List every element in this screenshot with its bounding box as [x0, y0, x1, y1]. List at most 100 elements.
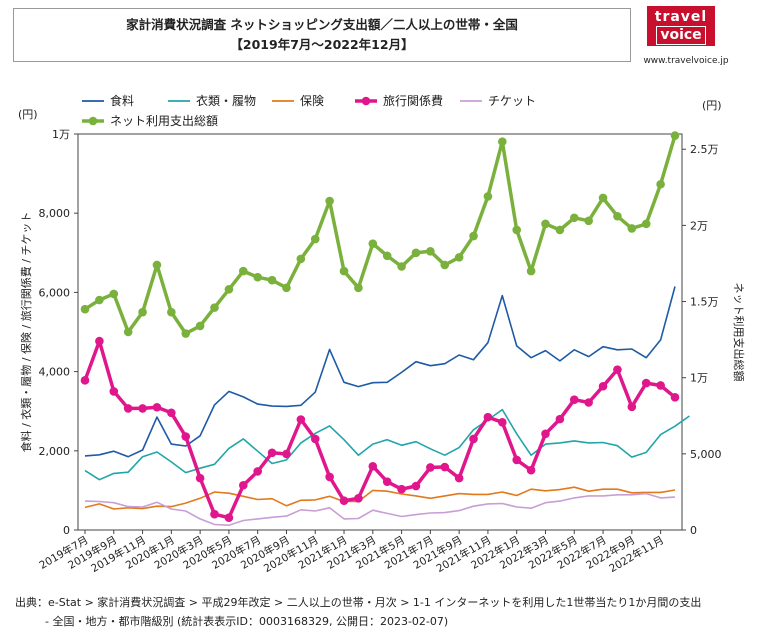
travelvoice-logo[interactable]: travel voice [647, 6, 715, 46]
data-point [498, 137, 507, 146]
data-point [138, 307, 147, 317]
data-point [296, 415, 306, 424]
series-line-6 [84, 135, 677, 336]
left-tick-label: 0 [63, 524, 70, 537]
data-point [267, 275, 277, 285]
data-point [325, 196, 334, 206]
data-point [296, 254, 306, 264]
data-point [426, 463, 435, 472]
data-point [382, 477, 392, 486]
data-point [224, 285, 234, 294]
left-tick-label: 1万 [52, 128, 70, 141]
legend-label: 旅行関係費 [383, 93, 443, 108]
data-point [555, 414, 565, 424]
left-tick-label: 4,000 [39, 366, 71, 379]
data-point [598, 381, 608, 391]
left-tick-label: 2,000 [39, 445, 71, 458]
data-point [181, 432, 191, 441]
source-line2: - 全国・地方・都市階級別 (統計表表示ID：0003168329, 公開日：2… [45, 615, 449, 628]
data-point [195, 473, 205, 483]
data-point [512, 225, 522, 235]
data-point [152, 402, 162, 412]
data-point [541, 429, 550, 439]
data-point [368, 461, 378, 471]
data-point [123, 404, 133, 413]
data-point [440, 462, 450, 472]
line-chart: 0 2,000 4,000 6,000 8,000 1万 0 5,000 1万 1.5万 2万 2.5… [18, 93, 746, 575]
data-point [238, 480, 248, 490]
legend-label: 衣類・履物 [196, 93, 256, 108]
data-point [253, 272, 262, 282]
data-point [469, 231, 478, 241]
data-point [656, 381, 665, 390]
data-point [109, 289, 119, 299]
chart-subtitle: 【2019年7月〜2022年12月】 [230, 37, 414, 52]
legend-marker [88, 116, 98, 126]
data-point [483, 192, 493, 201]
data-point [397, 262, 406, 271]
data-point [138, 404, 147, 413]
data-point [613, 211, 622, 221]
legend-label: 保険 [300, 94, 324, 108]
data-point [569, 213, 579, 223]
right-tick-label: 2万 [690, 219, 708, 232]
series-line-2 [84, 408, 690, 481]
legend-marker [361, 96, 371, 106]
right-tick-label: 0 [690, 524, 697, 537]
data-point [670, 131, 680, 140]
data-point [569, 395, 579, 405]
logo-line2: voice [656, 26, 706, 45]
data-point [238, 266, 248, 276]
data-point [670, 393, 680, 402]
left-tick-label: 8,000 [39, 207, 71, 220]
data-point [526, 266, 536, 276]
data-point [598, 193, 608, 203]
data-point [210, 303, 219, 312]
data-point [123, 327, 133, 337]
data-point [656, 179, 665, 189]
source-note: 出典：e-Stat > 家計消費状況調査 > 平成29年改定 > 二人以上の世帯… [15, 593, 755, 631]
data-point [109, 387, 119, 396]
logo-url: www.travelvoice.jp [643, 56, 729, 66]
data-point [426, 246, 435, 256]
data-point [167, 408, 176, 418]
data-point [95, 295, 104, 305]
legend-label: チケット [488, 94, 536, 108]
data-point [627, 224, 637, 233]
chart-title-box: 家計消費状況調査 ネットショッピング支出額／二人以上の世帯・全国 【2019年7… [13, 8, 631, 62]
logo-line1: travel [654, 9, 708, 25]
data-point [526, 465, 536, 475]
right-unit: (円) [702, 99, 722, 112]
data-point [512, 455, 522, 465]
data-point [382, 251, 392, 261]
data-point [282, 283, 291, 293]
right-tick-label: 1万 [690, 372, 708, 385]
data-point [80, 376, 90, 385]
data-point [440, 260, 450, 270]
series-line-3 [84, 486, 676, 510]
right-tick-label: 5,000 [690, 448, 722, 461]
data-point [454, 473, 464, 483]
data-point [310, 434, 320, 444]
left-tick-label: 6,000 [39, 286, 71, 299]
series-line-1 [84, 286, 676, 458]
data-point [584, 398, 593, 407]
data-point [167, 307, 176, 317]
data-point [397, 484, 406, 494]
data-point [613, 365, 622, 374]
data-point [325, 472, 334, 482]
data-point [411, 481, 421, 491]
legend-label: 食料 [110, 93, 134, 108]
data-point [454, 253, 464, 262]
data-point [339, 266, 349, 276]
data-point [210, 509, 219, 519]
data-point [541, 219, 550, 229]
data-point [411, 248, 421, 258]
data-point [224, 513, 234, 523]
chart-title: 家計消費状況調査 ネットショッピング支出額／二人以上の世帯・全国 [126, 17, 518, 32]
data-point [627, 402, 637, 412]
left-axis-title: 食料 / 衣類・履物 / 保険 / 旅行関係費 / チケット [19, 212, 33, 453]
data-point [282, 449, 291, 459]
series-line-5 [84, 492, 676, 527]
data-point [267, 448, 277, 458]
